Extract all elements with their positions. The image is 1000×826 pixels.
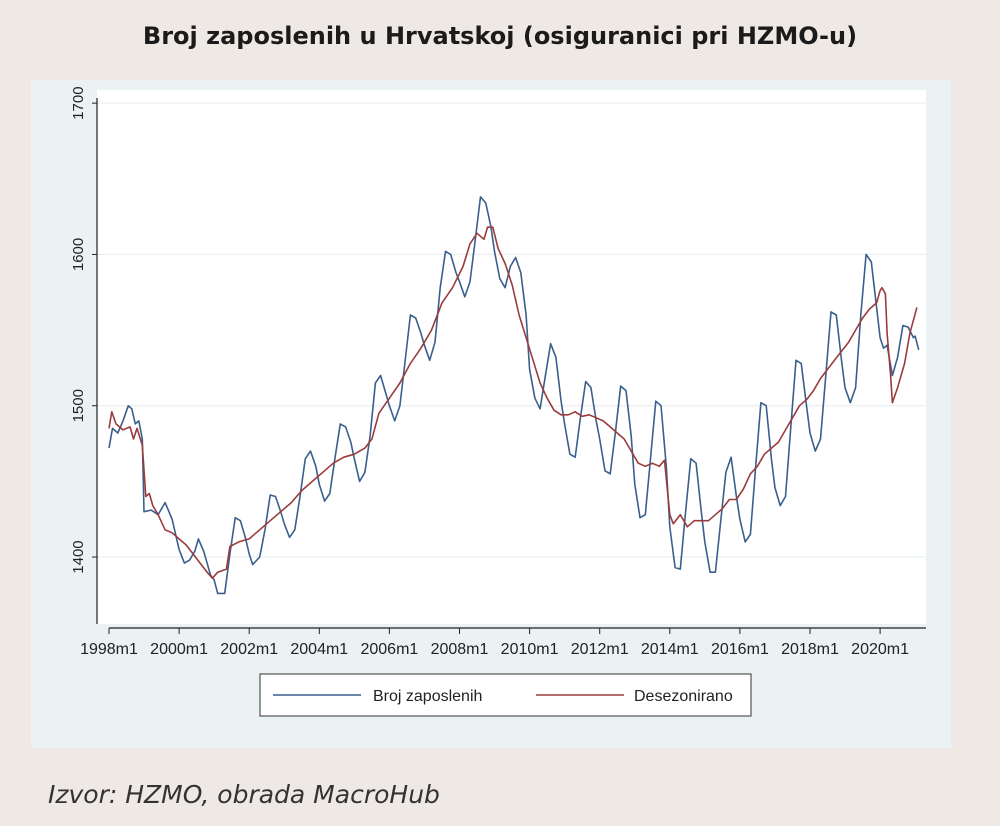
gridlines bbox=[97, 90, 926, 624]
x-tick-label-1998m1: 1998m1 bbox=[80, 641, 138, 658]
series-line-broj-zaposlenih bbox=[108, 196, 920, 595]
x-tick-label-2002m1: 2002m1 bbox=[220, 641, 278, 658]
x-tick-label-2008m1: 2008m1 bbox=[431, 641, 489, 658]
y-tick-label-1600: 1600 bbox=[70, 238, 87, 271]
x-tick-label-2016m1: 2016m1 bbox=[711, 641, 769, 658]
x-tick-label-2006m1: 2006m1 bbox=[360, 641, 418, 658]
legend-label-broj-zaposlenih: Broj zaposlenih bbox=[373, 688, 482, 705]
y-tick-label-1500: 1500 bbox=[70, 389, 87, 422]
chart-panel: 1400 1500 1600 1700 1998m1 2000m1 2002m1 2004m1… bbox=[31, 80, 951, 748]
axes: 1400 1500 1600 1700 1998m1 2000m1 2002m1 2004m1… bbox=[70, 86, 926, 658]
plot-area bbox=[97, 90, 926, 624]
series-line-desezonirano bbox=[108, 226, 918, 579]
x-tick-label-2000m1: 2000m1 bbox=[150, 641, 208, 658]
chart-title: Broj zaposlenih u Hrvatskoj (osiguranici… bbox=[142, 22, 858, 50]
series-lines bbox=[108, 196, 920, 595]
x-tick-label-2018m1: 2018m1 bbox=[781, 641, 839, 658]
y-tick-label-1400: 1400 bbox=[70, 540, 87, 573]
x-tick-label-2012m1: 2012m1 bbox=[571, 641, 629, 658]
line-chart: 1400 1500 1600 1700 1998m1 2000m1 2002m1 2004m1… bbox=[70, 86, 926, 717]
x-tick-label-2014m1: 2014m1 bbox=[641, 641, 699, 658]
legend-label-desezonirano: Desezonirano bbox=[634, 688, 733, 705]
source-note: Izvor: HZMO, obrada MacroHub bbox=[48, 780, 440, 809]
legend: Broj zaposlenih Desezonirano bbox=[259, 673, 752, 717]
x-tick-label-2020m1: 2020m1 bbox=[851, 641, 909, 658]
y-tick-label-1700: 1700 bbox=[70, 86, 87, 119]
x-tick-label-2004m1: 2004m1 bbox=[290, 641, 348, 658]
x-tick-label-2010m1: 2010m1 bbox=[501, 641, 559, 658]
